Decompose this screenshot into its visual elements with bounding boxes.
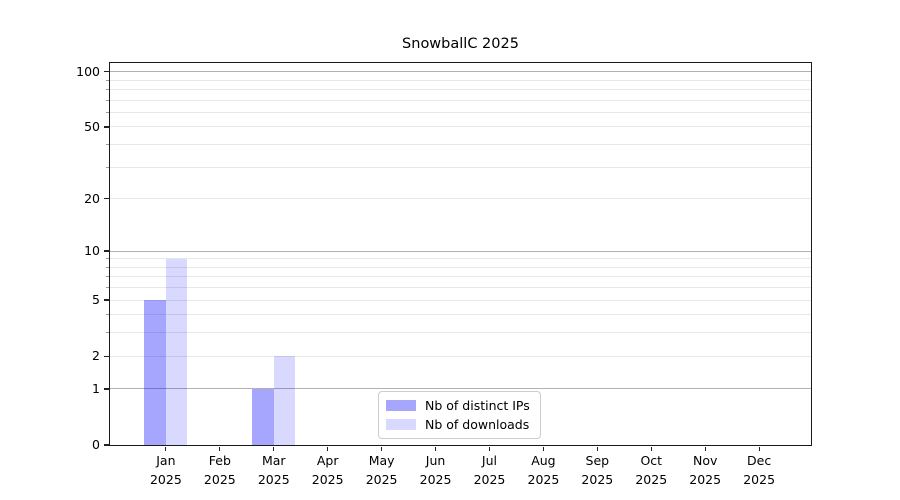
x-tick xyxy=(542,446,544,451)
x-tick-label: Jul 2025 xyxy=(473,453,506,487)
y-minor-tick xyxy=(105,258,109,260)
legend-swatch-distinct-ips xyxy=(386,400,416,411)
y-tick-label: 0 xyxy=(92,437,100,452)
x-tick xyxy=(219,446,221,451)
x-tick-label: Mar 2025 xyxy=(257,453,290,487)
x-tick-label: Feb 2025 xyxy=(203,453,236,487)
plot-area: Nb of distinct IPs Nb of downloads 0 1 2 5 1… xyxy=(76,62,812,487)
x-tick xyxy=(650,446,652,451)
y-minor-tick xyxy=(105,314,109,316)
x-tick xyxy=(758,446,760,451)
bar-distinct-ips xyxy=(144,300,166,445)
y-tick-label: 100 xyxy=(76,63,100,79)
legend-label-downloads: Nb of downloads xyxy=(425,417,530,432)
y-tick xyxy=(104,71,109,73)
y-tick xyxy=(104,250,109,252)
x-tick xyxy=(273,446,275,451)
legend-item-downloads: Nb of downloads xyxy=(386,417,530,432)
x-tick xyxy=(704,446,706,451)
x-tick xyxy=(596,446,598,451)
legend-label-distinct-ips: Nb of distinct IPs xyxy=(425,398,530,413)
x-tick-label: Oct 2025 xyxy=(635,453,668,487)
y-tick-label: 50 xyxy=(84,118,100,134)
minor-gridline xyxy=(110,355,811,357)
y-minor-tick xyxy=(105,166,109,168)
y-minor-tick xyxy=(105,144,109,146)
y-tick-label: 1 xyxy=(92,380,100,396)
legend: Nb of distinct IPs Nb of downloads xyxy=(378,391,541,439)
chart-title: SnowballC 2025 xyxy=(402,36,519,52)
minor-gridline xyxy=(110,126,811,128)
y-tick xyxy=(104,355,109,357)
minor-gridline xyxy=(110,287,811,289)
legend-item-distinct-ips: Nb of distinct IPs xyxy=(386,398,530,413)
minor-gridline xyxy=(110,144,811,146)
minor-gridline xyxy=(110,79,811,81)
x-tick xyxy=(488,446,491,451)
minor-gridline xyxy=(110,332,811,334)
minor-gridline xyxy=(110,89,811,91)
minor-gridline xyxy=(110,99,811,101)
minor-gridline xyxy=(110,111,811,113)
y-tick-label: 20 xyxy=(84,190,100,206)
x-tick-label: Aug 2025 xyxy=(527,453,560,487)
minor-gridline xyxy=(110,314,811,316)
y-minor-tick xyxy=(105,99,109,101)
minor-gridline xyxy=(110,299,811,301)
x-tick xyxy=(165,446,167,451)
y-tick xyxy=(104,299,109,301)
minor-gridline xyxy=(110,258,811,260)
y-minor-tick xyxy=(105,287,109,289)
major-gridline xyxy=(110,250,811,252)
y-tick xyxy=(104,444,109,446)
bar-downloads xyxy=(165,258,188,445)
x-tick-label: Jun 2025 xyxy=(419,453,452,487)
x-tick-label: Jan 2025 xyxy=(149,453,182,487)
y-tick xyxy=(104,388,109,390)
y-minor-tick xyxy=(105,79,109,81)
major-gridline xyxy=(110,388,811,390)
y-minor-tick xyxy=(105,266,109,268)
y-minor-tick xyxy=(105,332,109,334)
x-tick xyxy=(381,446,383,451)
y-minor-tick xyxy=(105,276,109,278)
legend-swatch-downloads xyxy=(386,419,416,430)
x-tick xyxy=(327,446,329,451)
minor-gridline xyxy=(110,266,811,268)
y-tick-label: 5 xyxy=(92,292,100,308)
minor-gridline xyxy=(110,276,811,278)
bar-distinct-ips xyxy=(252,388,274,445)
minor-gridline xyxy=(110,166,811,168)
major-gridline xyxy=(110,71,811,73)
x-tick-label: Sep 2025 xyxy=(581,453,614,487)
x-tick-label: Nov 2025 xyxy=(689,453,722,487)
y-minor-tick xyxy=(105,111,109,113)
y-tick-label: 2 xyxy=(92,348,100,364)
x-tick-label: Dec 2025 xyxy=(743,453,776,487)
x-tick xyxy=(434,446,437,451)
minor-gridline xyxy=(110,198,811,200)
bar-downloads xyxy=(273,356,296,445)
x-tick-label: May 2025 xyxy=(365,453,398,487)
y-tick xyxy=(104,198,109,200)
y-tick xyxy=(104,126,109,128)
y-tick-label: 10 xyxy=(84,243,100,259)
x-tick-label: Apr 2025 xyxy=(311,453,344,487)
y-minor-tick xyxy=(105,89,109,91)
